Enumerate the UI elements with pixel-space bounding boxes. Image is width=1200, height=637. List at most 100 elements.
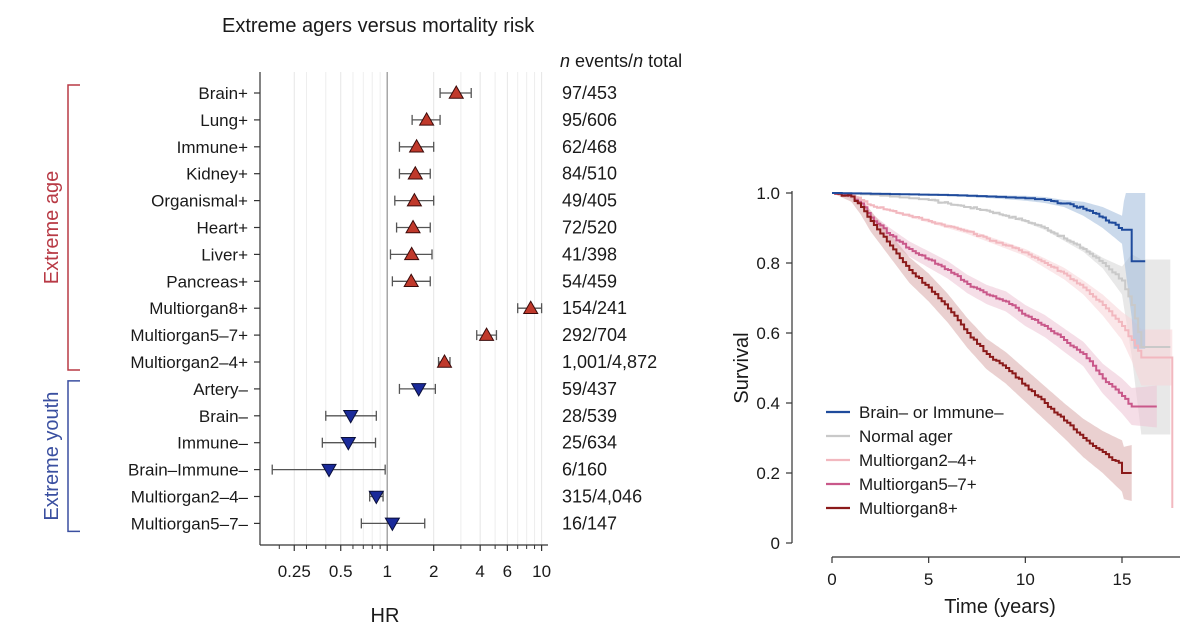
x-tick-label: 0.5 [329,562,353,581]
km-axes: 0 0.2 0.4 0.6 0.8 1.0 0 5 10 15 [756,184,1180,589]
forest-group-brackets: Extreme age Extreme youth [41,84,80,533]
survival-line [832,192,1171,348]
event-count: 62/468 [562,137,617,157]
survival-line [832,192,1174,508]
forest-row: Lung+ 95/606 [200,110,617,130]
x-tick-label: 10 [532,562,551,581]
event-count: 95/606 [562,110,617,130]
hr-marker-up [406,192,423,207]
km-survival-lines [832,192,1174,508]
group-label: Extreme age [41,171,63,284]
forest-row: Multiorgan5–7– 16/147 [131,513,617,533]
column-header-total: total [643,51,682,71]
event-count: 84/510 [562,164,617,184]
hr-marker-up [403,246,420,261]
forest-row: Brain– 28/539 [199,406,617,426]
forest-axes: 0.25 0.5 1 2 4 6 10 [259,72,551,581]
event-count: 72/520 [562,218,617,238]
row-label: Artery– [193,380,248,399]
hr-marker-down [368,490,385,505]
forest-row: Heart+ 72/520 [197,218,618,238]
y-tick-label: 0.6 [756,324,780,343]
column-header-events: events/ [570,51,633,71]
hr-marker-up [405,219,421,234]
event-count: 16/147 [562,513,617,533]
forest-row: Organismal+ 49/405 [151,191,617,211]
event-count: 59/437 [562,379,617,399]
y-tick-label: 1.0 [756,184,780,203]
forest-row: Brain–Immune– 6/160 [128,460,607,480]
column-header: n events/n total [560,51,682,71]
row-label: Lung+ [200,111,248,130]
x-tick-label: 4 [475,562,484,581]
x-tick-label: 6 [503,562,512,581]
hr-marker-up [407,165,424,180]
column-header-n: n [560,51,570,71]
forest-row: Immune– 25/634 [177,433,617,453]
hr-marker-down [410,383,427,397]
forest-row: Multiorgan2–4– 315/4,046 [131,487,642,507]
event-count: 25/634 [562,433,617,453]
forest-row: Multiorgan2–4+ 1,001/4,872 [130,352,657,372]
row-label: Heart+ [197,219,249,238]
forest-rows: Brain+ 97/453 Lung+ 95/606 Immune+ 62/468 Kidn… [128,83,657,533]
hr-marker-up [448,84,465,99]
row-label: Brain– [199,407,249,426]
row-label: Multiorgan2–4+ [130,353,248,372]
y-tick-label: 0.2 [756,464,780,483]
km-x-axis-title: Time (years) [944,596,1055,618]
confidence-band [832,193,1171,435]
group-label: Extreme youth [41,392,63,521]
legend-entry: Multiorgan8+ [826,499,958,518]
column-header-n2: n [633,51,643,71]
hr-marker-up [522,300,539,314]
row-label: Multiorgan5–7– [131,514,249,533]
forest-row: Liver+ 41/398 [201,244,617,264]
forest-plot-title: Extreme agers versus mortality risk [222,15,535,37]
hr-marker-up [418,111,435,126]
hr-marker-up [478,327,495,341]
survival-line [832,192,1146,263]
hr-marker-down [321,463,337,478]
y-tick-label: 0.4 [756,394,780,413]
legend-entry: Multiorgan2–4+ [826,451,977,470]
row-label: Brain+ [198,84,248,103]
y-tick-label: 0 [771,534,780,553]
hr-marker-down [384,517,401,532]
event-count: 41/398 [562,244,617,264]
group-bracket: Extreme youth [41,380,80,533]
event-count: 1,001/4,872 [562,352,657,372]
survival-line [832,192,1132,474]
confidence-band [832,193,1146,349]
event-count: 292/704 [562,325,627,345]
hr-marker-up [408,138,425,153]
forest-row: Immune+ 62/468 [177,137,617,157]
x-tick-label: 10 [1016,570,1035,589]
legend-label: Normal ager [859,427,953,446]
km-plot: 0 0.2 0.4 0.6 0.8 1.0 0 5 10 15 Brain– or Immune–… [731,184,1180,618]
event-count: 28/539 [562,406,617,426]
forest-row: Multiorgan5–7+ 292/704 [130,325,627,345]
row-label: Organismal+ [151,192,248,211]
hr-marker-up [403,273,420,288]
x-tick-label: 15 [1113,570,1132,589]
legend-label: Multiorgan5–7+ [859,475,977,494]
row-label: Multiorgan2–4– [131,488,249,507]
x-tick-label: 1 [382,562,391,581]
event-count: 154/241 [562,298,627,318]
forest-row: Kidney+ 84/510 [186,164,617,184]
km-legend: Brain– or Immune– Normal ager Multiorgan2–… [826,403,1004,518]
forest-plot: Extreme agers versus mortality risk n ev… [41,15,682,627]
event-count: 49/405 [562,191,617,211]
legend-label: Brain– or Immune– [859,403,1004,422]
group-bracket: Extreme age [41,84,80,371]
bracket-line [67,84,80,371]
x-tick-label: 2 [429,562,438,581]
y-tick-label: 0.8 [756,254,780,273]
hr-marker-up [436,353,453,368]
row-label: Multiorgan5–7+ [130,326,248,345]
x-tick-label: 0.25 [278,562,311,581]
hr-marker-down [340,436,357,451]
event-count: 6/160 [562,460,607,480]
